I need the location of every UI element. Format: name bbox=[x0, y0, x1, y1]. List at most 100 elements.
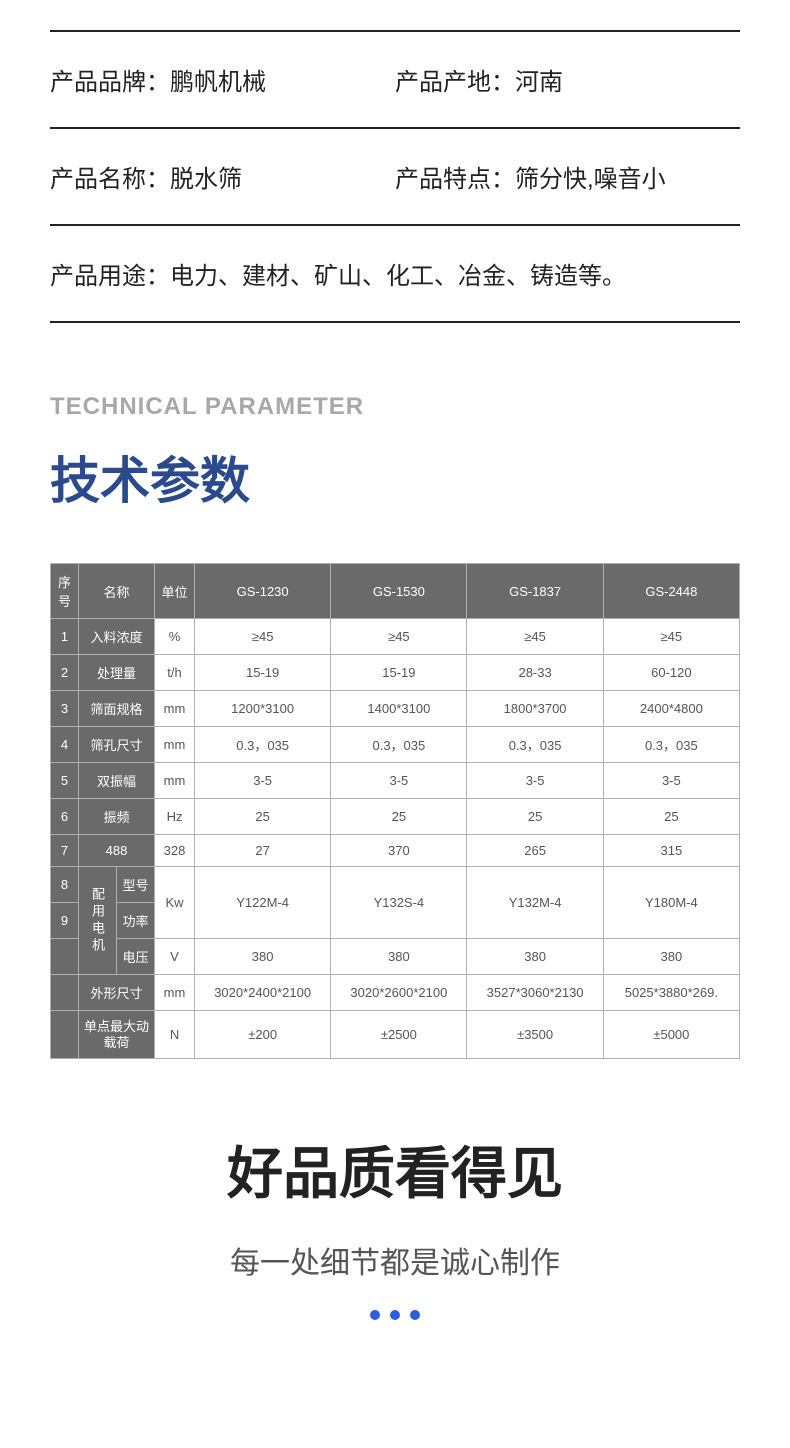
cell-unit: mm bbox=[155, 763, 195, 799]
technical-parameter-heading: TECHNICAL PARAMETER 技术参数 bbox=[0, 333, 790, 533]
cell-name: 筛面规格 bbox=[79, 691, 155, 727]
cell-val: 380 bbox=[331, 939, 467, 975]
cell-idx: 8 bbox=[51, 867, 79, 903]
brand-value: 鹏帆机械 bbox=[170, 62, 266, 97]
th-m2: GS-1530 bbox=[331, 564, 467, 619]
table-row: 单点最大动载荷 N ±200 ±2500 ±3500 ±5000 bbox=[51, 1011, 740, 1059]
cell-unit: mm bbox=[155, 975, 195, 1011]
spec-table: 序号 名称 单位 GS-1230 GS-1530 GS-1837 GS-2448… bbox=[50, 563, 740, 1059]
cell-val: 15-19 bbox=[331, 655, 467, 691]
cell-sub: 功率 bbox=[117, 903, 155, 939]
cell-val: Y122M-4 bbox=[195, 867, 331, 939]
cell-unit: mm bbox=[155, 691, 195, 727]
cell-name: 双振幅 bbox=[79, 763, 155, 799]
th-m3: GS-1837 bbox=[467, 564, 603, 619]
cell-idx: 2 bbox=[51, 655, 79, 691]
th-name: 名称 bbox=[79, 564, 155, 619]
table-row: 8 配用电机 型号 Kw Y122M-4 Y132S-4 Y132M-4 Y18… bbox=[51, 867, 740, 903]
cell-name: 筛孔尺寸 bbox=[79, 727, 155, 763]
cell-val: 370 bbox=[331, 835, 467, 867]
cell-name: 488 bbox=[79, 835, 155, 867]
cell-val: 3-5 bbox=[195, 763, 331, 799]
cell-sub: 电压 bbox=[117, 939, 155, 975]
cell-val: 15-19 bbox=[195, 655, 331, 691]
info-origin: 产品产地： 河南 bbox=[395, 62, 740, 97]
quality-section: 好品质看得见 每一处细节都是诚心制作 bbox=[0, 1059, 790, 1360]
table-row: 6 振频 Hz 25 25 25 25 bbox=[51, 799, 740, 835]
table-row: 3 筛面规格 mm 1200*3100 1400*3100 1800*3700 … bbox=[51, 691, 740, 727]
cell-val: 3-5 bbox=[331, 763, 467, 799]
cell-val: 27 bbox=[195, 835, 331, 867]
origin-value: 河南 bbox=[515, 62, 563, 97]
table-row: 4 筛孔尺寸 mm 0.3，035 0.3，035 0.3，035 0.3，03… bbox=[51, 727, 740, 763]
th-m1: GS-1230 bbox=[195, 564, 331, 619]
info-name: 产品名称： 脱水筛 bbox=[50, 159, 395, 194]
cell-val: 2400*4800 bbox=[603, 691, 739, 727]
cell-idx: 3 bbox=[51, 691, 79, 727]
table-row: 外形尺寸 mm 3020*2400*2100 3020*2600*2100 35… bbox=[51, 975, 740, 1011]
cell-name: 处理量 bbox=[79, 655, 155, 691]
cell-val: 380 bbox=[603, 939, 739, 975]
cell-idx: 5 bbox=[51, 763, 79, 799]
cell-val: ≥45 bbox=[603, 619, 739, 655]
info-brand: 产品品牌： 鹏帆机械 bbox=[50, 62, 395, 97]
info-row-3: 产品用途： 电力、建材、矿山、化工、冶金、铸造等。 bbox=[50, 224, 740, 323]
table-row: 5 双振幅 mm 3-5 3-5 3-5 3-5 bbox=[51, 763, 740, 799]
cell-sub: 型号 bbox=[117, 867, 155, 903]
cell-unit: 328 bbox=[155, 835, 195, 867]
cell-idx bbox=[51, 939, 79, 975]
cell-val: 3-5 bbox=[603, 763, 739, 799]
cell-idx bbox=[51, 975, 79, 1011]
cell-unit: mm bbox=[155, 727, 195, 763]
info-row-1: 产品品牌： 鹏帆机械 产品产地： 河南 bbox=[50, 30, 740, 127]
cell-val: 3-5 bbox=[467, 763, 603, 799]
cell-val: 0.3，035 bbox=[331, 727, 467, 763]
cell-name: 单点最大动载荷 bbox=[79, 1011, 155, 1059]
table-header-row: 序号 名称 单位 GS-1230 GS-1530 GS-1837 GS-2448 bbox=[51, 564, 740, 619]
dot-icon bbox=[370, 1310, 380, 1320]
cell-idx: 7 bbox=[51, 835, 79, 867]
cell-val: ±5000 bbox=[603, 1011, 739, 1059]
cell-val: ≥45 bbox=[331, 619, 467, 655]
cell-val: 0.3，035 bbox=[467, 727, 603, 763]
cell-idx: 6 bbox=[51, 799, 79, 835]
cell-val: 60-120 bbox=[603, 655, 739, 691]
cell-name: 振频 bbox=[79, 799, 155, 835]
name-value: 脱水筛 bbox=[170, 159, 242, 194]
cell-val: Y132M-4 bbox=[467, 867, 603, 939]
cell-val: 0.3，035 bbox=[603, 727, 739, 763]
origin-label: 产品产地： bbox=[395, 62, 515, 97]
cell-name: 外形尺寸 bbox=[79, 975, 155, 1011]
cell-val: 25 bbox=[195, 799, 331, 835]
cell-idx: 4 bbox=[51, 727, 79, 763]
cell-unit: % bbox=[155, 619, 195, 655]
cn-title: 技术参数 bbox=[50, 441, 740, 513]
cell-val: 380 bbox=[467, 939, 603, 975]
cell-val: 25 bbox=[603, 799, 739, 835]
usage-value: 电力、建材、矿山、化工、冶金、铸造等。 bbox=[170, 256, 626, 291]
th-unit: 单位 bbox=[155, 564, 195, 619]
cell-unit: Kw bbox=[155, 867, 195, 939]
info-feature: 产品特点： 筛分快,噪音小 bbox=[395, 159, 740, 194]
cell-val: 265 bbox=[467, 835, 603, 867]
cell-unit: Hz bbox=[155, 799, 195, 835]
feature-value: 筛分快,噪音小 bbox=[515, 159, 666, 194]
th-idx: 序号 bbox=[51, 564, 79, 619]
cell-unit: N bbox=[155, 1011, 195, 1059]
cell-val: 380 bbox=[195, 939, 331, 975]
cell-val: 3527*3060*2130 bbox=[467, 975, 603, 1011]
motor-group-label: 配用电机 bbox=[79, 867, 117, 975]
cell-val: 3020*2600*2100 bbox=[331, 975, 467, 1011]
info-usage: 产品用途： 电力、建材、矿山、化工、冶金、铸造等。 bbox=[50, 256, 740, 291]
cell-val: ±2500 bbox=[331, 1011, 467, 1059]
table-row: 2 处理量 t/h 15-19 15-19 28-33 60-120 bbox=[51, 655, 740, 691]
cell-val: 315 bbox=[603, 835, 739, 867]
table-row: 7 488 328 27 370 265 315 bbox=[51, 835, 740, 867]
cell-val: Y180M-4 bbox=[603, 867, 739, 939]
cell-val: 28-33 bbox=[467, 655, 603, 691]
table-row: 电压 V 380 380 380 380 bbox=[51, 939, 740, 975]
cell-idx: 1 bbox=[51, 619, 79, 655]
table-row: 1 入料浓度 % ≥45 ≥45 ≥45 ≥45 bbox=[51, 619, 740, 655]
cell-val: ≥45 bbox=[195, 619, 331, 655]
cell-idx bbox=[51, 1011, 79, 1059]
